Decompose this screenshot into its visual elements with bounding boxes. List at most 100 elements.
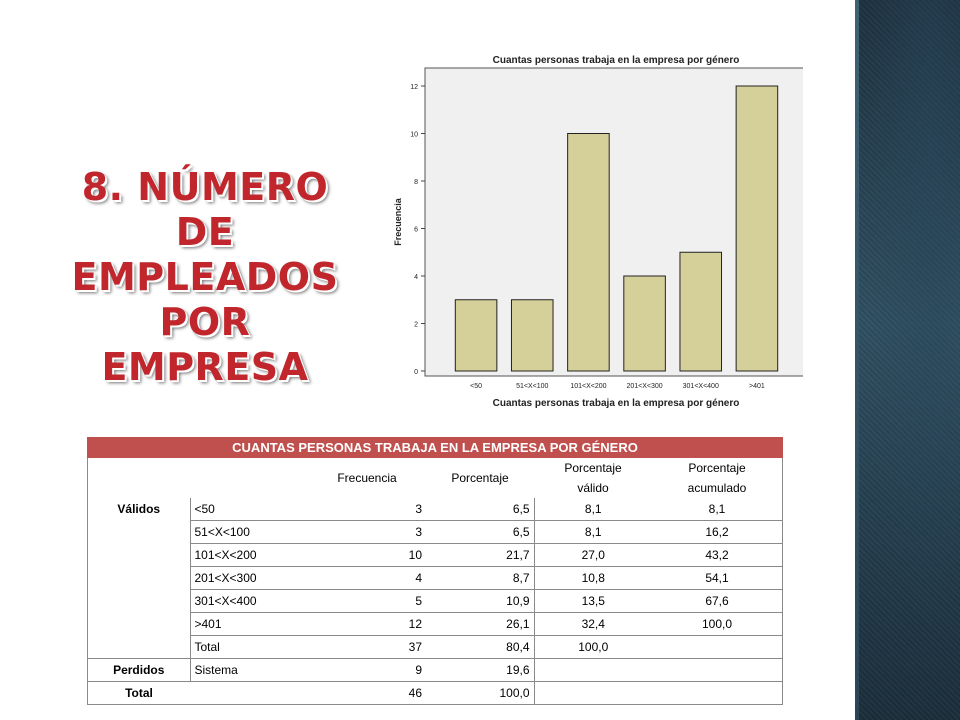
bar-chart: Cuantas personas trabaja en la empresa p…: [383, 44, 803, 414]
header-porcentaje-acumulado: Porcentaje acumulado: [652, 457, 783, 498]
table-cell-porcentaje-acumulado: 8,1: [652, 498, 783, 521]
table-cell-porcentaje-valido: 8,1: [533, 498, 652, 521]
table-cell-porcentaje-acumulado: 100,0: [652, 612, 783, 636]
table-cell-category: Total: [189, 635, 308, 659]
table-cell-porcentaje-valido: 13,5: [533, 589, 652, 613]
y-tick-label: 12: [410, 84, 418, 91]
table-cell-porcentaje-valido: 32,4: [533, 612, 652, 636]
table-cell-porcentaje: 10,9: [426, 589, 534, 613]
decorative-side-panel: [855, 0, 960, 720]
table-cell-empty: [533, 681, 652, 705]
header-porcentaje-valido: Porcentaje válido: [534, 458, 652, 499]
table-caption: CUANTAS PERSONAS TRABAJA EN LA EMPRESA P…: [87, 437, 783, 458]
table-cell-empty: [190, 681, 308, 705]
header-empty-2: [190, 458, 308, 499]
table-row: Total 37 80,4 100,0: [87, 635, 783, 659]
table-cell-porcentaje: 6,5: [426, 498, 534, 521]
table-cell-category: 51<X<100: [189, 520, 308, 544]
slide-title: 8. NÚMERO DE EMPLEADOS POR EMPRESA: [60, 165, 350, 390]
slide-title-line-3: POR EMPRESA: [101, 300, 309, 389]
chart-x-axis-label: Cuantas personas trabaja en la empresa p…: [493, 398, 740, 409]
x-tick-label: <50: [470, 383, 482, 390]
bar: [679, 251, 723, 372]
table-row-perdidos: Perdidos Sistema 9 19,6: [87, 658, 783, 682]
table-cell-porcentaje: 19,6: [426, 658, 534, 682]
table-cell-empty: [87, 520, 190, 544]
table-row: 101<X<200 10 21,7 27,0 43,2: [87, 543, 783, 567]
table-header-row: Frecuencia Porcentaje Porcentaje válido …: [87, 457, 783, 499]
y-tick-label: 0: [414, 369, 418, 376]
chart-title: Cuantas personas trabaja en la empresa p…: [493, 55, 740, 66]
table-cell-empty: [533, 658, 652, 682]
y-tick-label: 10: [410, 132, 418, 139]
table-cell-category: <50: [189, 498, 308, 521]
frequency-table: CUANTAS PERSONAS TRABAJA EN LA EMPRESA P…: [87, 437, 783, 705]
table-cell-frecuencia: 4: [308, 566, 426, 590]
header-frecuencia: Frecuencia: [337, 471, 397, 485]
table-row-total: Total 46 100,0: [87, 681, 783, 705]
table-cell-empty: [652, 658, 783, 682]
table-cell-frecuencia: 12: [308, 612, 426, 636]
header-porcentaje-acumulado-line-1: Porcentaje: [688, 461, 746, 475]
table-cell-frecuencia: 5: [308, 589, 426, 613]
table-cell-empty: [87, 566, 190, 590]
y-tick-label: 2: [414, 322, 418, 329]
row-label-validos: Válidos: [87, 498, 190, 521]
x-tick-label: >401: [749, 383, 765, 390]
table-cell-porcentaje-valido: 27,0: [533, 543, 652, 567]
bar: [510, 299, 554, 372]
table-row: 51<X<100 3 6,5 8,1 16,2: [87, 520, 783, 544]
table-row: 301<X<400 5 10,9 13,5 67,6: [87, 589, 783, 613]
table-cell-porcentaje: 100,0: [426, 681, 534, 705]
table-cell-porcentaje: 21,7: [426, 543, 534, 567]
table-cell-category: 101<X<200: [189, 543, 308, 567]
row-label-perdidos: Perdidos: [87, 658, 190, 682]
x-tick-label: 101<X<200: [570, 383, 606, 390]
table-cell-porcentaje-acumulado: 67,6: [652, 589, 783, 613]
x-tick-label: 301<X<400: [683, 383, 719, 390]
table-cell-frecuencia: 9: [308, 658, 426, 682]
y-tick-label: 6: [414, 227, 418, 234]
bar: [623, 275, 666, 372]
table-cell-porcentaje: 8,7: [426, 566, 534, 590]
row-label-total: Total: [87, 681, 190, 705]
x-tick-label: 201<X<300: [626, 383, 662, 390]
bar-chart-svg: Cuantas personas trabaja en la empresa p…: [383, 44, 803, 414]
table-cell-porcentaje-acumulado: [652, 635, 783, 659]
slide-title-line-2: EMPLEADOS: [71, 255, 339, 299]
table-cell-frecuencia: 46: [308, 681, 426, 705]
bar: [454, 299, 498, 372]
table-cell-empty: [652, 681, 783, 705]
table-row: Válidos <50 3 6,5 8,1 8,1: [87, 498, 783, 521]
table-row: 201<X<300 4 8,7 10,8 54,1: [87, 566, 783, 590]
bar: [735, 85, 779, 372]
header-porcentaje: Porcentaje: [451, 471, 509, 485]
header-porcentaje-acumulado-line-2: acumulado: [687, 481, 747, 495]
table-caption-row: CUANTAS PERSONAS TRABAJA EN LA EMPRESA P…: [87, 437, 783, 458]
table-cell-porcentaje-acumulado: 16,2: [652, 520, 783, 544]
header-empty-1: [87, 457, 190, 498]
table-cell-porcentaje: 6,5: [426, 520, 534, 544]
bar: [567, 133, 610, 372]
y-tick-label: 4: [414, 274, 418, 281]
table-cell-porcentaje: 26,1: [426, 612, 534, 636]
valid-rows-group: Válidos <50 3 6,5 8,1 8,1 51<X<100 3 6,5 8,1 16,2 1…: [87, 498, 783, 659]
table-cell-empty: [87, 543, 190, 567]
chart-y-axis-label: Frecuencia: [393, 197, 403, 246]
table-cell-porcentaje: 80,4: [426, 635, 534, 659]
table-cell-category: >401: [189, 612, 308, 636]
table-cell-empty: [87, 589, 190, 613]
table-cell-porcentaje-acumulado: 43,2: [652, 543, 783, 567]
table-cell-category: 301<X<400: [189, 589, 308, 613]
header-porcentaje-valido-line-1: Porcentaje: [564, 461, 622, 475]
table-cell-porcentaje-valido: 10,8: [533, 566, 652, 590]
chart-plot-area: 0 2 4 6 8 10 12 <50 51<X<100 101<X<200 201<X<300 30…: [410, 67, 803, 390]
table-row: >401 12 26,1 32,4 100,0: [87, 612, 783, 636]
table-cell-frecuencia: 37: [308, 635, 426, 659]
table-cell-empty: [87, 612, 190, 636]
table-cell-frecuencia: 10: [308, 543, 426, 567]
table-cell-porcentaje-acumulado: 54,1: [652, 566, 783, 590]
x-tick-label: 51<X<100: [516, 383, 548, 390]
table-cell-category: 201<X<300: [189, 566, 308, 590]
table-cell-porcentaje-valido: 8,1: [533, 520, 652, 544]
